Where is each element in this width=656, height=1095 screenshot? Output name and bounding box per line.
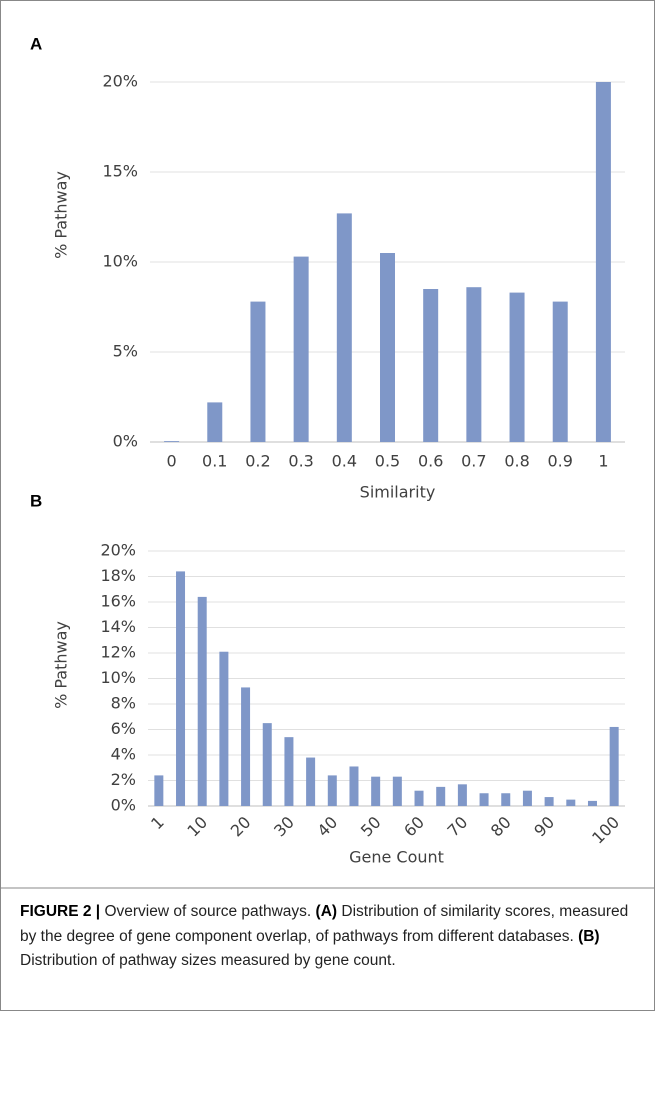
x-tick-label: 70 bbox=[444, 813, 472, 841]
y-tick-label: 12% bbox=[100, 643, 136, 662]
bar bbox=[176, 571, 186, 806]
y-tick-label: 16% bbox=[100, 592, 136, 611]
bar bbox=[436, 786, 446, 806]
x-tick-label: 0.5 bbox=[375, 452, 400, 471]
x-tick-label: 10 bbox=[183, 813, 211, 841]
bar bbox=[371, 776, 381, 806]
y-tick-label: 20% bbox=[100, 541, 136, 560]
caption-text: Distribution of similarity scores, measu… bbox=[20, 903, 629, 945]
bar bbox=[587, 800, 597, 806]
caption-label: FIGURE 2 | bbox=[20, 903, 101, 920]
x-tick-label: 1 bbox=[147, 813, 168, 834]
caption-tag: (B) bbox=[578, 927, 600, 945]
panel-label: B bbox=[30, 491, 42, 510]
x-tick-label: 0 bbox=[166, 452, 176, 471]
bar bbox=[522, 790, 532, 806]
bar bbox=[423, 289, 439, 442]
x-axis-title: Similarity bbox=[360, 483, 436, 502]
caption-text: Distribution of pathway sizes measured b… bbox=[20, 952, 396, 969]
x-tick-label: 0.9 bbox=[548, 452, 573, 471]
bar bbox=[336, 213, 352, 442]
bar bbox=[509, 292, 525, 442]
x-tick-label: 0.4 bbox=[332, 452, 357, 471]
bar bbox=[154, 775, 164, 806]
caption-tag: (A) bbox=[315, 903, 338, 920]
bar bbox=[293, 256, 309, 442]
panel-label: A bbox=[30, 34, 42, 53]
bar bbox=[207, 402, 223, 442]
y-tick-label: 2% bbox=[111, 770, 136, 789]
bar bbox=[327, 775, 337, 806]
y-tick-label: 0% bbox=[111, 796, 136, 815]
x-axis-title: Gene Count bbox=[349, 848, 444, 867]
x-tick-label: 0.3 bbox=[288, 452, 313, 471]
y-tick-label: 6% bbox=[111, 719, 136, 738]
bar bbox=[392, 776, 402, 806]
y-tick-label: 18% bbox=[100, 566, 136, 585]
y-tick-label: 10% bbox=[102, 252, 138, 271]
frame bbox=[0, 0, 655, 1011]
bar bbox=[219, 651, 229, 806]
x-tick-label: 80 bbox=[487, 813, 515, 841]
x-tick-label: 50 bbox=[357, 813, 385, 841]
y-tick-label: 4% bbox=[111, 745, 136, 764]
bar bbox=[284, 737, 294, 806]
bar bbox=[566, 799, 576, 806]
bar bbox=[479, 793, 489, 806]
caption: FIGURE 2 | Overview of source pathways. … bbox=[20, 900, 645, 974]
bar bbox=[349, 766, 359, 806]
bar bbox=[501, 793, 511, 806]
bar bbox=[380, 253, 395, 442]
bar bbox=[241, 687, 251, 806]
bar bbox=[164, 441, 180, 442]
y-tick-label: 8% bbox=[111, 694, 136, 713]
x-tick-label: 0.6 bbox=[418, 452, 443, 471]
x-tick-label: 0.8 bbox=[504, 452, 529, 471]
y-tick-label: 20% bbox=[102, 72, 138, 91]
y-tick-label: 5% bbox=[113, 342, 138, 361]
y-tick-label: 0% bbox=[113, 432, 138, 451]
x-tick-label: 40 bbox=[313, 813, 341, 841]
x-tick-label: 0.2 bbox=[245, 452, 270, 471]
x-tick-label: 30 bbox=[270, 813, 298, 841]
bar bbox=[306, 757, 316, 806]
bar bbox=[414, 790, 424, 806]
bar bbox=[250, 301, 266, 442]
y-tick-label: 10% bbox=[100, 668, 136, 687]
x-tick-label: 20 bbox=[227, 813, 255, 841]
bar bbox=[609, 726, 619, 806]
bar bbox=[466, 287, 482, 442]
bar bbox=[544, 797, 554, 806]
bar bbox=[595, 82, 611, 442]
caption-text: Overview of source pathways. bbox=[104, 903, 312, 920]
x-tick-label: 1 bbox=[598, 452, 608, 471]
y-axis-title: % Pathway bbox=[52, 621, 71, 709]
x-tick-label: 0.7 bbox=[461, 452, 486, 471]
bar bbox=[552, 301, 568, 442]
bar bbox=[262, 723, 272, 806]
x-tick-label: 0.1 bbox=[202, 452, 227, 471]
bar bbox=[197, 596, 207, 806]
y-tick-label: 15% bbox=[102, 162, 138, 181]
y-axis-title: % Pathway bbox=[52, 171, 71, 259]
y-tick-label: 14% bbox=[100, 617, 136, 636]
x-tick-label: 90 bbox=[530, 813, 558, 841]
x-tick-label: 60 bbox=[400, 813, 428, 841]
bar bbox=[457, 784, 467, 806]
x-tick-label: 100 bbox=[588, 813, 623, 848]
